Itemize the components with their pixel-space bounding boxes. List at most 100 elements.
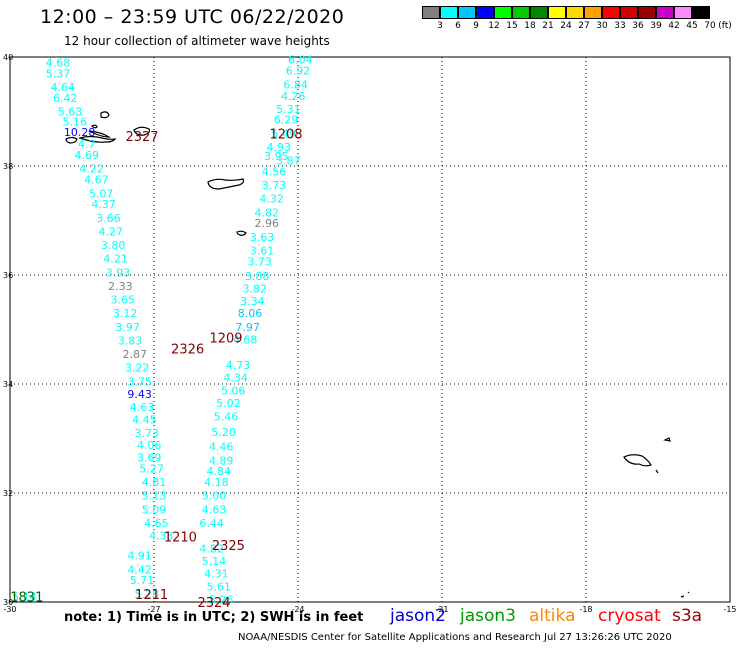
longitude-label: -24 (291, 605, 304, 614)
latitude-label: 36 (3, 271, 13, 280)
wave-height-value: 7.97 (235, 321, 260, 334)
wave-height-value: 5.28 (135, 588, 160, 601)
wave-height-value: 5.14 (12, 591, 37, 604)
scale-swatch (566, 6, 584, 19)
satellite-legend-jason3: jason3 (460, 606, 516, 626)
wave-height-value: 4.45 (132, 413, 157, 426)
wave-height-value: 8.06 (238, 307, 263, 320)
pass-time-label: 1831 (10, 591, 43, 606)
scale-label: 21 (542, 21, 554, 31)
scale-unit-label: (ft) (718, 21, 732, 31)
wave-height-value: 2.96 (255, 217, 280, 230)
scale-swatch (548, 6, 566, 19)
latitude-label: 38 (3, 162, 13, 171)
island-pico (78, 135, 117, 143)
longitude-label: -30 (3, 605, 16, 614)
scale-label: 42 (668, 21, 680, 31)
wave-height-value: 4.91 (127, 550, 152, 563)
wave-height-value: 5.61 (207, 581, 232, 594)
wave-height-value: 5.46 (214, 411, 239, 424)
scale-swatch (584, 6, 602, 19)
wave-height-value: 3.83 (118, 334, 143, 347)
wave-height-value: 5.63 (58, 106, 83, 119)
wave-height-value: 3.82 (243, 283, 268, 296)
wave-height-value: 9.43 (127, 388, 152, 401)
scale-swatch (620, 6, 638, 19)
wave-height-value: 5.27 (139, 462, 164, 475)
scale-label: 18 (524, 21, 536, 31)
scale-swatch (674, 6, 692, 19)
wave-height-value: 4.64 (51, 81, 76, 94)
scale-swatch (602, 6, 620, 19)
scale-swatch (692, 6, 710, 19)
wave-height-value: 3.93 (106, 266, 131, 279)
scale-swatch (476, 6, 494, 19)
scale-label: 24 (560, 21, 572, 31)
scale-swatch (494, 6, 512, 19)
wave-height-value: 3.65 (111, 294, 136, 307)
wave-height-value: 3.69 (137, 452, 162, 465)
wave-height-value: 4.37 (91, 198, 116, 211)
island-faial (65, 136, 78, 144)
wave-height-value: 4.68 (46, 56, 71, 69)
page-title: 12:00 – 23:59 UTC 06/22/2020 (40, 6, 345, 28)
longitude-label: -21 (435, 605, 448, 614)
wave-height-value: 4.38 (149, 530, 174, 543)
scale-label: 33 (614, 21, 626, 31)
scale-label: 36 (632, 21, 644, 31)
wave-height-value: 4.73 (226, 359, 251, 372)
wave-height-value: 5.37 (46, 67, 71, 80)
island-desertas (655, 469, 659, 474)
wave-height-value: 4.31 (204, 568, 229, 581)
island-graciosa (90, 124, 98, 129)
wave-height-values: 4.685.374.646.425.635.1610.284.74.694.22… (12, 54, 313, 607)
wave-height-value: 4.56 (262, 165, 287, 178)
scale-swatch (530, 6, 548, 19)
wave-height-value: 5.13 (142, 490, 167, 503)
scale-label: 39 (650, 21, 662, 31)
wave-height-value: 6.04 (288, 54, 313, 67)
wave-height-value: 3.63 (250, 231, 275, 244)
wave-height-value: 4.69 (75, 149, 100, 162)
scale-label: 45 (686, 21, 698, 31)
wave-height-value: 5.20 (211, 426, 236, 439)
wave-height-value: 6.29 (274, 114, 299, 127)
latitude-label: 32 (3, 489, 13, 498)
satellite-legend-s3a: s3a (672, 606, 703, 626)
pass-time-label: 1208 (269, 127, 302, 142)
wave-height-value: 4.7 (78, 138, 96, 151)
scale-label: 15 (506, 21, 518, 31)
latitude-label: 40 (3, 53, 13, 62)
pass-time-label: 1211 (135, 588, 168, 603)
island-flores (100, 111, 110, 119)
island-santa-maria (236, 230, 247, 236)
latitude-label: 30 (3, 598, 13, 607)
wave-height-value: 3.73 (135, 427, 160, 440)
wave-height-value: 4.21 (103, 253, 128, 266)
footer-credit: NOAA/NESDIS Center for Satellite Applica… (238, 632, 672, 643)
map-grid (10, 57, 730, 602)
page-subtitle: 12 hour collection of altimeter wave hei… (64, 34, 330, 48)
wave-height-value: 4.82 (199, 543, 224, 556)
wave-height-value: 6.84 (283, 78, 308, 91)
island-outlines (65, 111, 690, 598)
pass-time-label: 1210 (164, 531, 197, 546)
scale-swatch (458, 6, 476, 19)
wave-height-value: 4.82 (255, 206, 280, 219)
scale-label: 6 (455, 21, 461, 31)
wave-height-value: 2.33 (108, 280, 133, 293)
wave-height-value: 4.06 (137, 439, 162, 452)
wave-height-value: 10.28 (64, 126, 96, 139)
scale-label: 12 (488, 21, 500, 31)
wave-height-value: 3.88 (245, 270, 270, 283)
island-selvagens (680, 591, 690, 598)
wave-height-value: 6.42 (53, 92, 78, 105)
wave-height-value: 4.26 (281, 90, 306, 103)
footer-note: note: 1) Time is in UTC; 2) SWH is in fe… (64, 610, 364, 625)
wave-height-value: 5.02 (216, 397, 241, 410)
wave-height-value: 3.75 (127, 375, 152, 388)
wave-height-value: 4.18 (204, 476, 229, 489)
scale-label: 30 (596, 21, 608, 31)
wave-height-value: 4.63 (202, 503, 227, 516)
